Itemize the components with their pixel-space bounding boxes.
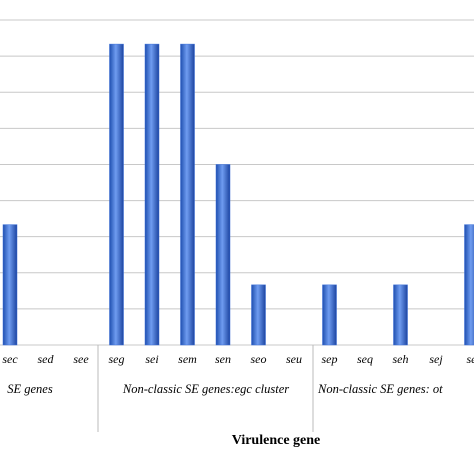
group-label: Non-classic SE genes: ot xyxy=(317,382,443,396)
x-tick-label: sec xyxy=(2,352,18,366)
x-tick-label: seo xyxy=(251,352,267,366)
bar xyxy=(2,224,18,346)
x-tick-label: seh xyxy=(393,352,409,366)
x-axis-title: Virulence gene xyxy=(232,433,321,448)
bar xyxy=(215,164,231,346)
grid xyxy=(0,19,474,346)
x-tick-label: sej xyxy=(429,352,443,366)
bar xyxy=(251,284,266,346)
x-tick-label: seq xyxy=(357,352,373,366)
bar xyxy=(109,43,124,346)
x-tick-label: seu xyxy=(286,352,302,366)
bar xyxy=(322,284,337,346)
x-tick-label: sen xyxy=(215,352,231,366)
x-tick-label: se xyxy=(467,352,474,366)
x-tick-label: sem xyxy=(178,352,197,366)
bar xyxy=(393,284,408,346)
x-tick-label: sei xyxy=(145,352,158,366)
bar xyxy=(180,43,195,346)
bars xyxy=(2,43,474,346)
group-label: Non-classic SE genes:egc cluster xyxy=(122,382,289,396)
bar xyxy=(464,224,474,346)
x-tick-label: see xyxy=(73,352,89,366)
bar xyxy=(144,43,160,346)
x-tick-label: sed xyxy=(38,352,55,366)
group-label: SE genes xyxy=(7,382,53,396)
x-tick-label: sep xyxy=(322,352,338,366)
x-tick-label: seg xyxy=(109,352,125,366)
